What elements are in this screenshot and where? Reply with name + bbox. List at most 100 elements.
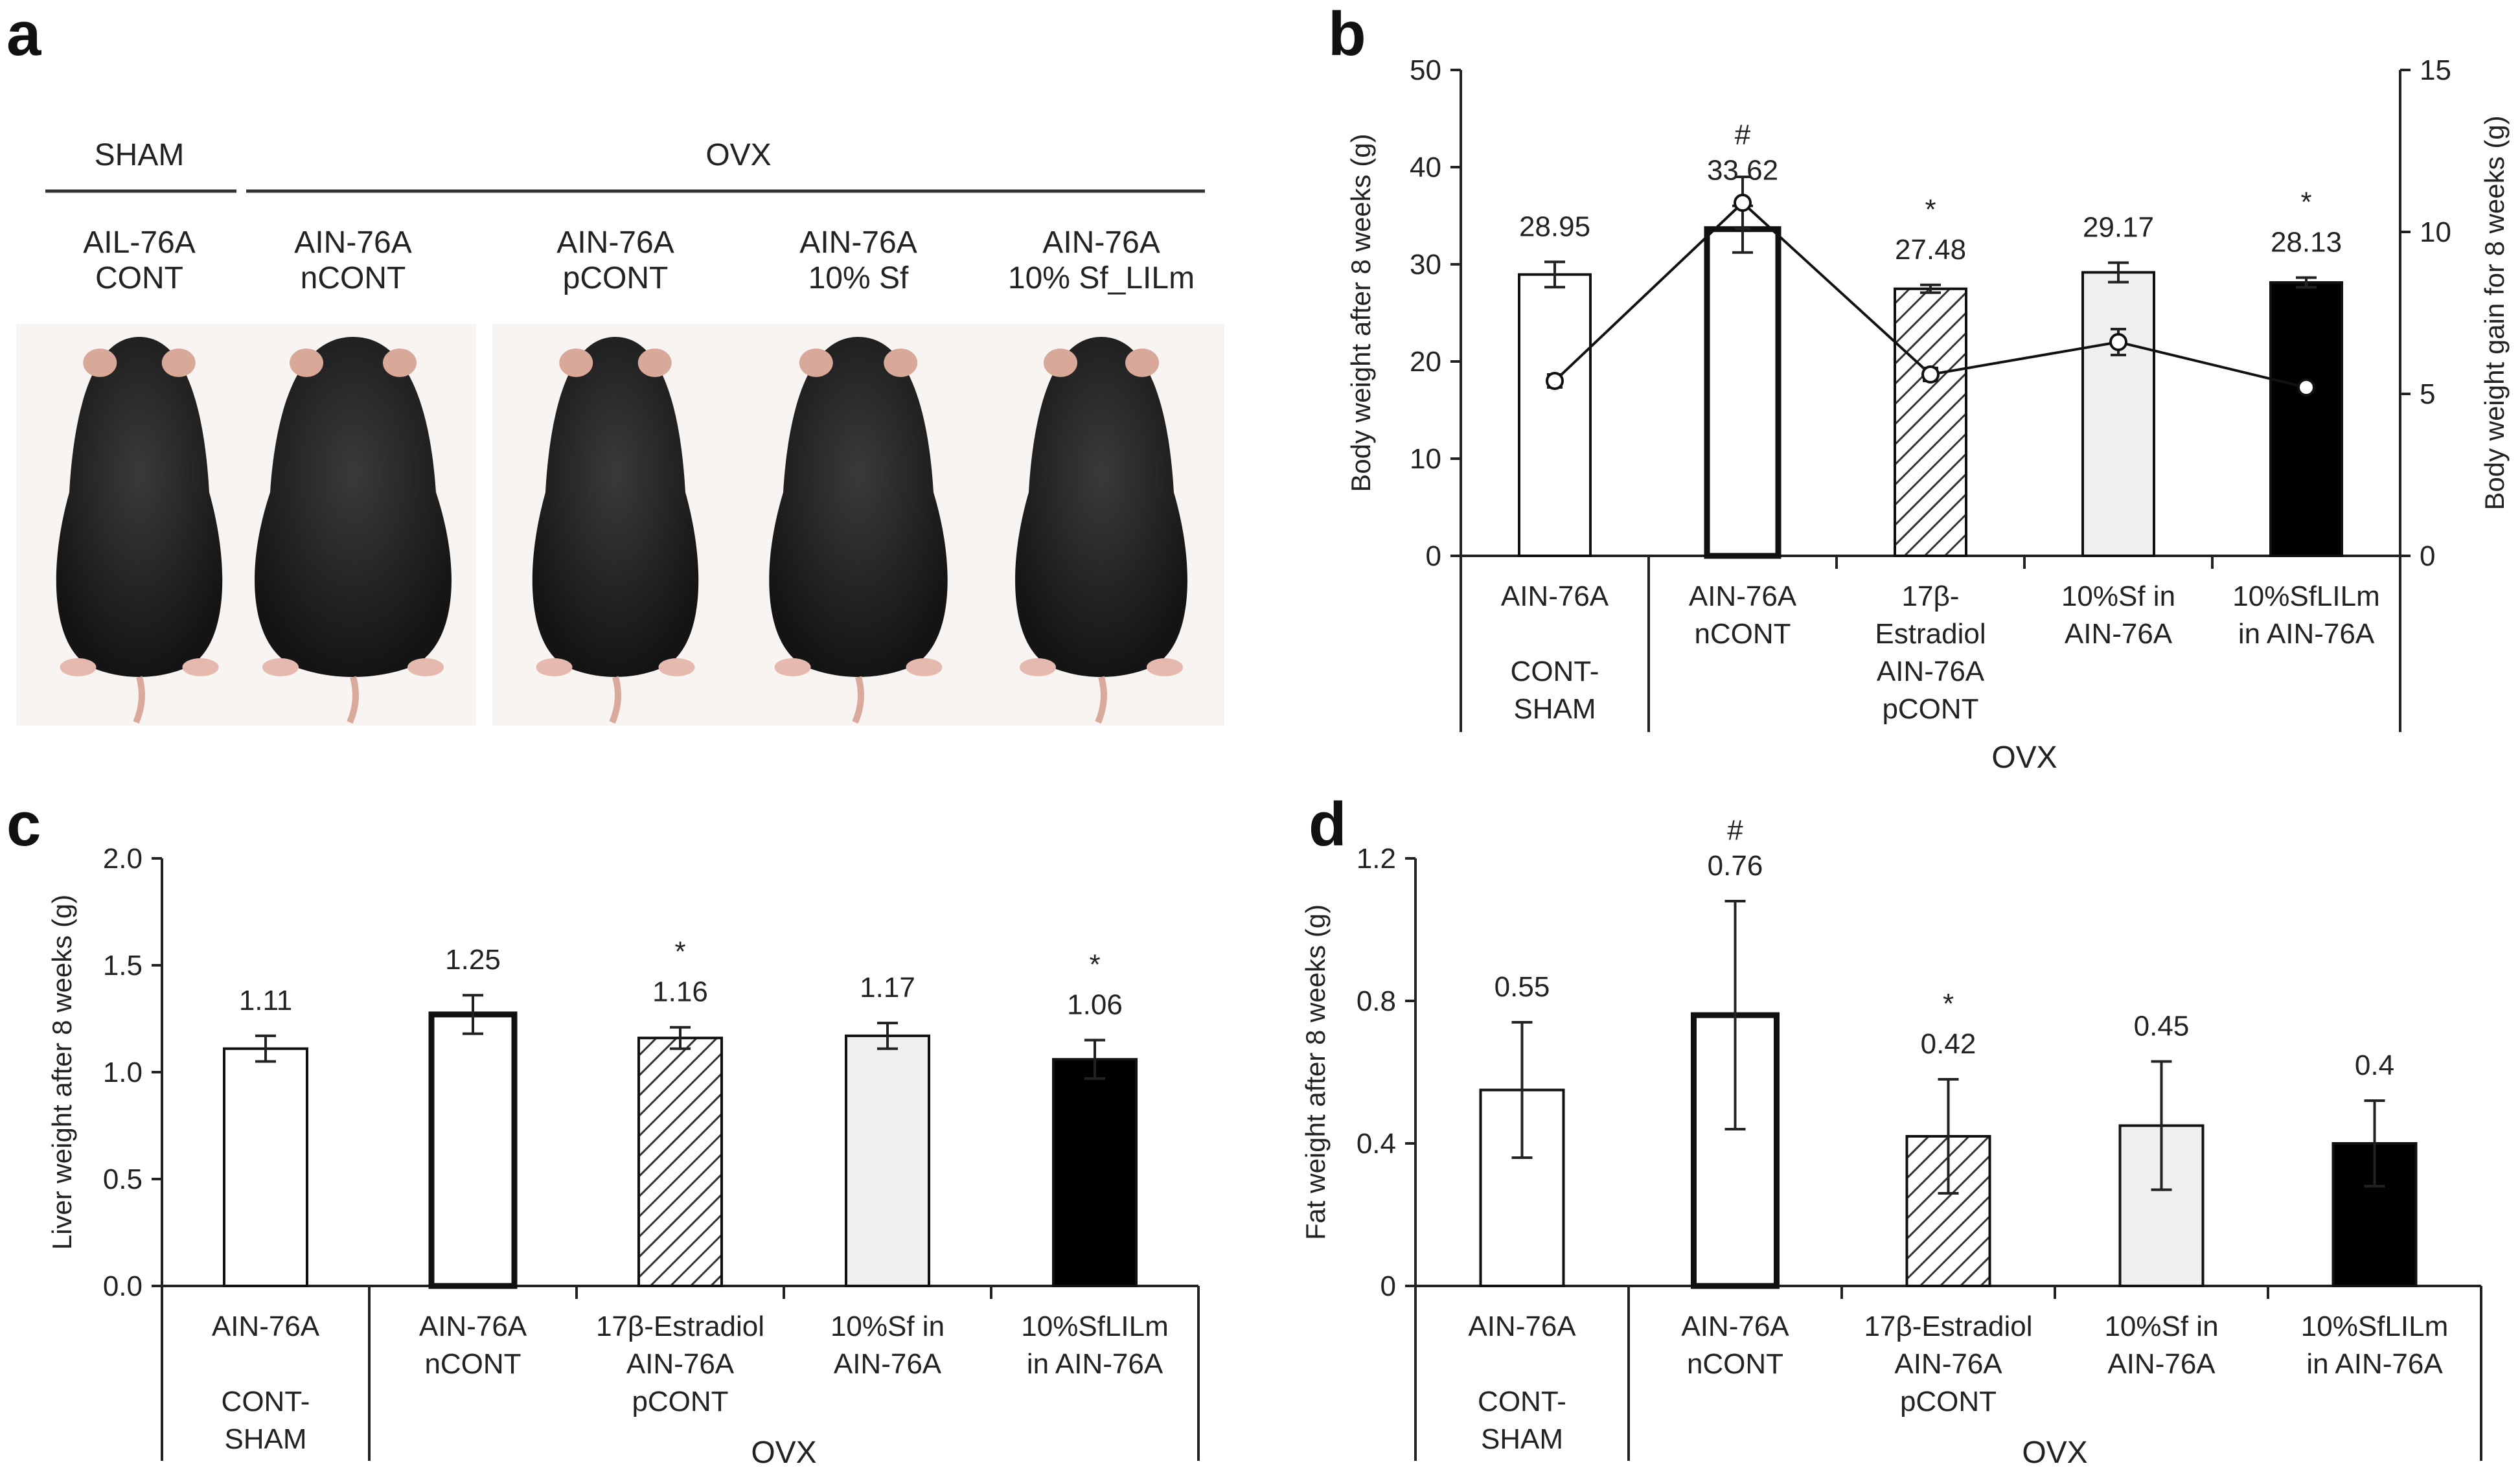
mouse-label-line1: AIN-76A xyxy=(556,225,674,260)
ovx-group-label: OVX xyxy=(1991,740,2057,775)
mouse-paw-right xyxy=(407,658,444,676)
y-axis-title: Liver weight after 8 weeks (g) xyxy=(47,895,77,1250)
mouse-ear-right xyxy=(161,349,196,377)
category-label: nCONT xyxy=(1694,618,1791,650)
y-tick-label: 0.5 xyxy=(103,1164,143,1195)
y-tick-label: 1.5 xyxy=(103,950,143,981)
data-label: 0.42 xyxy=(1921,1028,1976,1060)
data-label: 28.95 xyxy=(1519,211,1590,242)
significance-mark: * xyxy=(1925,194,1936,225)
mouse-ear-right xyxy=(884,349,918,377)
category-label: 10%SfLILm xyxy=(2301,1311,2448,1342)
y-tick-label: 50 xyxy=(1410,54,1441,86)
mouse-tail xyxy=(852,676,864,724)
mouse-labels: AIL-76ACONTAIN-76AnCONTAIN-76ApCONTAIN-7… xyxy=(83,225,1195,295)
y-tick-label: 0.4 xyxy=(1357,1128,1396,1160)
category-label: AIN-76A xyxy=(1468,1311,1576,1342)
panel-letter-d: d xyxy=(1309,790,1347,859)
category-label: 10%Sf in xyxy=(2104,1311,2218,1342)
bar xyxy=(428,1011,518,1289)
data-label: 1.06 xyxy=(1067,989,1123,1021)
y-tick-label: 10 xyxy=(1410,443,1441,475)
mouse-ear-left xyxy=(559,349,593,377)
mouse-body xyxy=(1015,337,1187,677)
data-label: 0.55 xyxy=(1495,971,1550,1003)
y-tick-label: 40 xyxy=(1410,152,1441,183)
category-label: AIN-76A xyxy=(834,1348,942,1380)
category-label: AIN-76A xyxy=(1877,656,1985,687)
category-label: AIN-76A xyxy=(1681,1311,1789,1342)
y-tick-label: 1.2 xyxy=(1357,843,1396,875)
mouse-body xyxy=(532,337,699,677)
category-label: CONT- xyxy=(1511,656,1599,687)
mouse-paw-right xyxy=(1147,658,1183,676)
bar xyxy=(2081,271,2155,557)
category-label: CONT- xyxy=(1478,1386,1566,1417)
category-label: SHAM xyxy=(224,1423,306,1455)
mouse-photo xyxy=(978,324,1224,726)
mouse-ear-left xyxy=(83,349,117,377)
ovx-group-label: OVX xyxy=(751,1436,816,1470)
mouse-label-line1: AIN-76A xyxy=(294,225,411,260)
mouse-paw-right xyxy=(658,658,695,676)
category-label: 17β- xyxy=(1902,580,1960,612)
mouse-paw-left xyxy=(60,658,97,676)
category-label: 10%SfLILm xyxy=(1021,1311,1168,1342)
category-label: nCONT xyxy=(1687,1348,1783,1380)
mouse-photos xyxy=(16,324,1224,726)
mouse-tail xyxy=(133,676,145,724)
category-label: nCONT xyxy=(424,1348,521,1380)
mouse-ear-right xyxy=(637,349,672,377)
panel-letter-c: c xyxy=(6,790,41,859)
mouse-paw-left xyxy=(774,658,811,676)
data-label: 0.4 xyxy=(2355,1049,2394,1081)
category-label: AIN-76A xyxy=(419,1311,527,1342)
category-label: SHAM xyxy=(1513,693,1596,725)
mouse-paw-right xyxy=(906,658,943,676)
mouse-ear-left xyxy=(1044,349,1077,377)
data-label: 1.25 xyxy=(445,944,501,976)
sham-group-label: SHAM xyxy=(95,138,185,172)
mouse-ear-right xyxy=(1125,349,1159,377)
category-label: AIN-76A xyxy=(1501,580,1609,612)
significance-mark: * xyxy=(1943,988,1954,1020)
mouse-photo xyxy=(735,324,981,726)
gain-point xyxy=(1546,372,1564,390)
gain-point xyxy=(2297,378,2315,396)
mouse-paw-right xyxy=(182,658,219,676)
category-label: AIN-76A xyxy=(212,1311,320,1342)
mouse-photo xyxy=(492,324,739,726)
mouse-body xyxy=(56,337,223,677)
y2-axis-title: Body weight gain for 8 weeks (g) xyxy=(2479,115,2510,510)
mouse-label-line1: AIN-76A xyxy=(799,225,917,260)
category-label: 10%Sf in xyxy=(2061,580,2175,612)
mouse-tail xyxy=(347,676,359,724)
significance-mark: * xyxy=(2300,187,2311,218)
bar xyxy=(1894,287,1967,557)
category-label: AIN-76A xyxy=(1894,1348,2002,1380)
bar xyxy=(1052,1058,1138,1287)
gain-point xyxy=(1734,194,1752,212)
y2-tick-label: 10 xyxy=(2420,216,2451,248)
bar xyxy=(637,1037,723,1287)
data-label: 1.17 xyxy=(860,972,915,1003)
panel-a: a SHAM OVX AIL-76ACONTAIN-76AnCONTAIN-76… xyxy=(6,0,1224,726)
ovx-group-label: OVX xyxy=(705,138,771,172)
data-label: 28.13 xyxy=(2271,227,2342,258)
y2-tick-label: 5 xyxy=(2420,378,2435,410)
mouse-label-line2: 10% Sf_LILm xyxy=(1008,261,1195,295)
category-label: CONT- xyxy=(222,1386,310,1417)
data-label: 29.17 xyxy=(2083,211,2154,243)
category-label: 17β-Estradiol xyxy=(596,1311,764,1342)
category-label: in AIN-76A xyxy=(1027,1348,1163,1380)
significance-mark: * xyxy=(1089,949,1100,981)
gain-point xyxy=(1921,365,1940,384)
panel-d-chart: d 0 0.4 0.8 1.2 Fat weight after 8 weeks (g)… xyxy=(1300,790,2482,1470)
mouse-photo xyxy=(230,324,476,726)
mouse-body xyxy=(255,337,452,677)
category-label: in AIN-76A xyxy=(2238,618,2375,650)
mouse-label-line1: AIN-76A xyxy=(1042,225,1160,260)
mouse-label-line2: nCONT xyxy=(301,261,406,295)
category-label: pCONT xyxy=(1900,1386,1997,1417)
